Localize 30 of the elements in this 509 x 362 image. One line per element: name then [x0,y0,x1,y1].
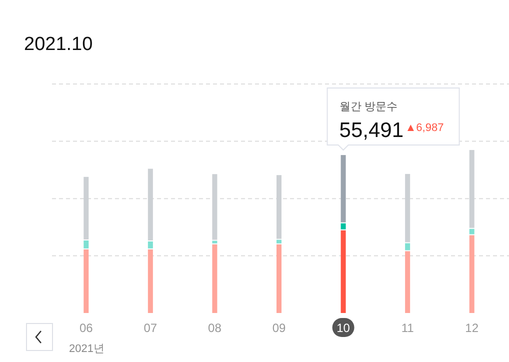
bar [340,223,346,230]
bar [340,155,346,222]
x-tick-label: 11 [401,321,414,335]
bar [340,230,346,313]
bar [84,249,89,313]
bar [212,240,218,244]
bar [148,168,153,240]
x-tick-label: 10 [336,321,350,335]
bar [212,174,218,240]
bar [84,176,89,240]
bar [469,228,474,234]
bar [148,241,153,248]
bar [276,240,282,244]
x-tick-label: 06 [79,321,94,335]
x-tick-label: 07 [144,321,158,335]
bar [405,243,410,250]
chart-title: 2021.10 [24,34,93,55]
bar [276,244,282,313]
bar [212,244,218,313]
bar [405,174,410,242]
bar [276,175,282,239]
x-tick-label: 08 [208,321,222,335]
x-tick-label: 09 [272,321,286,335]
bar [405,251,410,313]
bar [148,249,153,313]
bar [84,240,89,248]
x-tick-label: 12 [465,321,479,335]
text: 2021년 [69,343,104,355]
bar [469,235,474,313]
bar [469,150,474,228]
